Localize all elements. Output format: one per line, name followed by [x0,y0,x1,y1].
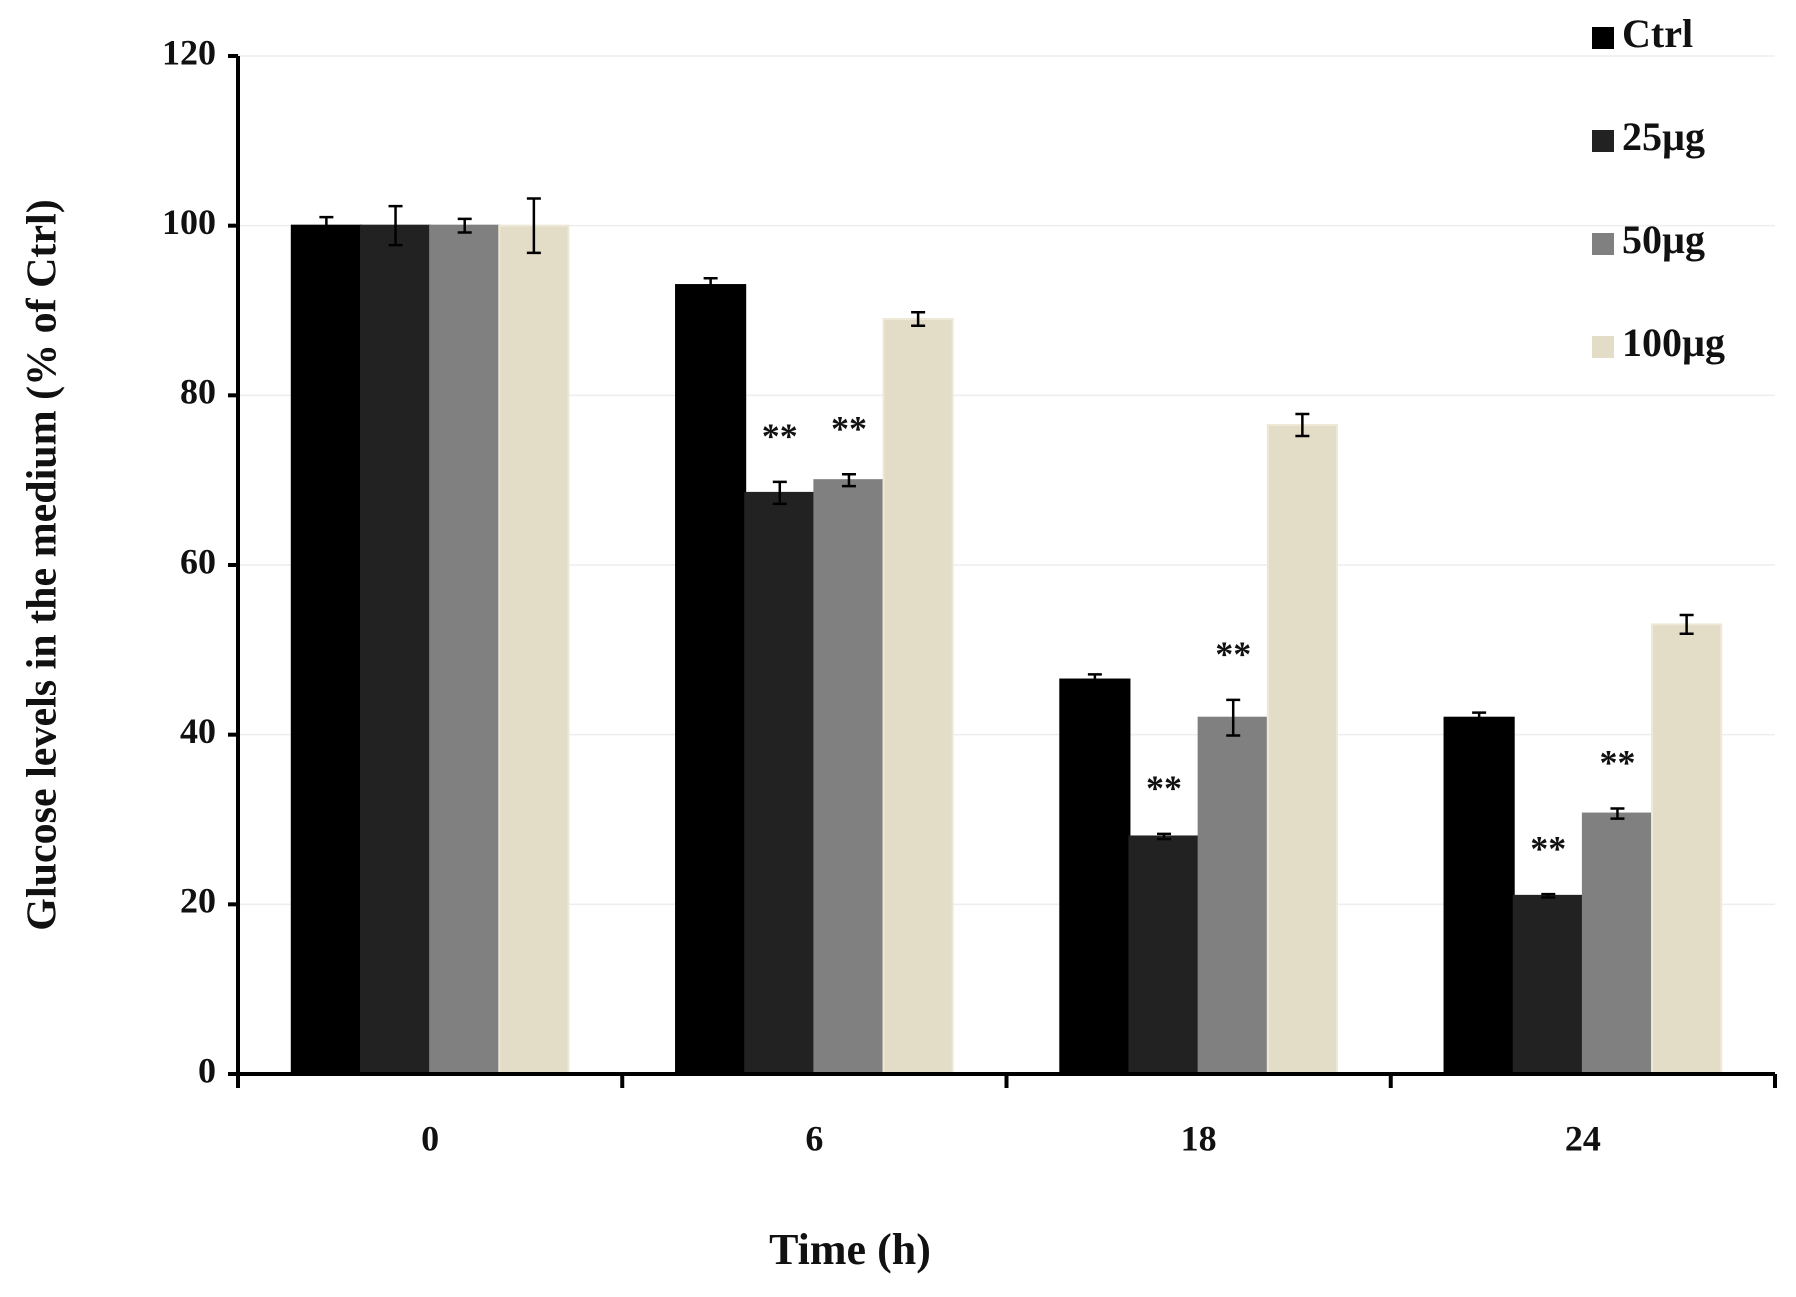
significance-label: ** [1215,634,1251,674]
significance-label: ** [831,408,867,448]
error-bar [1610,807,1625,820]
error-bar [319,215,334,236]
significance-label: ** [762,416,798,456]
x-tick-label: 6 [805,1118,823,1158]
error-bar [457,217,472,234]
bar [744,491,816,1075]
x-axis-title: Time (h) [769,1225,931,1274]
legend-swatch [1592,233,1614,255]
y-tick-label: 80 [180,372,216,412]
y-tick-label: 0 [198,1050,216,1090]
error-bar [388,204,403,247]
error-bar [703,277,718,294]
bar [1512,894,1584,1075]
error-bar [911,310,926,328]
legend-swatch [1592,27,1614,49]
error-bar [526,197,541,255]
legend-label: Ctrl [1622,11,1693,56]
bar [882,317,954,1075]
legend-label: 25µg [1622,114,1705,159]
bar [675,284,747,1075]
error-bar [1541,892,1556,899]
legend-label: 100µg [1622,320,1725,365]
bar [1197,716,1269,1075]
bar [1651,623,1723,1076]
legend-swatch [1592,336,1614,358]
y-tick-label: 120 [162,32,216,72]
significance-label: ** [1599,743,1635,783]
y-tick-label: 20 [180,881,216,921]
bar [813,479,885,1075]
bar [1266,424,1338,1075]
legend-label: 50µg [1622,217,1705,262]
error-bar [1157,832,1172,841]
significance-label: ** [1530,828,1566,868]
bar [290,224,362,1075]
bar [1581,812,1654,1075]
bar [1128,835,1200,1076]
bar [429,224,501,1075]
bar [1443,716,1515,1075]
significance-label: ** [1146,768,1182,808]
y-tick-label: 100 [162,202,216,242]
error-bar [1295,412,1310,438]
y-tick-label: 60 [180,541,216,581]
error-bar [1226,698,1241,737]
x-tick-label: 24 [1565,1118,1601,1158]
error-bar [772,480,787,506]
y-axis-title: Glucose levels in the medium (% of Ctrl) [20,199,66,930]
bar [359,224,432,1075]
x-tick-label: 0 [421,1118,439,1158]
legend-swatch [1592,130,1614,152]
y-tick-label: 40 [180,711,216,751]
error-bar [1679,613,1694,635]
bar [498,224,570,1075]
error-bar [1087,673,1102,686]
error-bar [841,472,856,488]
error-bar [1472,711,1487,725]
bar [1059,678,1131,1076]
x-tick-label: 18 [1181,1118,1217,1158]
